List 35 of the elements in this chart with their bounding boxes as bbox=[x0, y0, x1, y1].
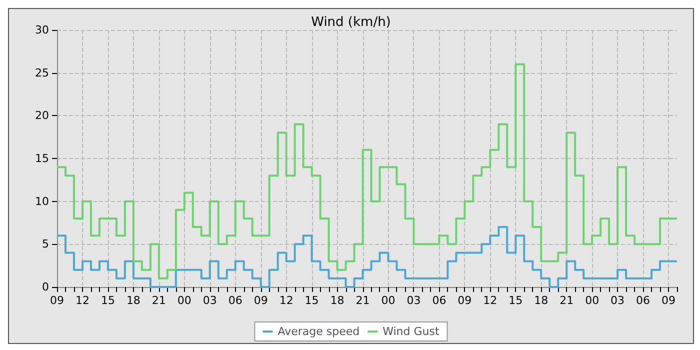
x-tick-label: 21 bbox=[560, 294, 574, 307]
x-tick-label: 18 bbox=[534, 294, 548, 307]
x-tick-label: 21 bbox=[356, 294, 370, 307]
x-tick-label: 15 bbox=[100, 294, 115, 307]
x-tick-label: 12 bbox=[279, 294, 294, 307]
y-tick-label: 10 bbox=[35, 194, 49, 208]
x-tick-label: 00 bbox=[381, 294, 396, 307]
x-tick-label: 12 bbox=[483, 294, 498, 307]
y-tick-label: 5 bbox=[42, 238, 49, 251]
y-tick-label: 0 bbox=[42, 280, 49, 294]
x-tick-label: 03 bbox=[202, 294, 217, 307]
x-tick-label: 15 bbox=[304, 294, 319, 307]
y-tick-label: 25 bbox=[35, 66, 49, 80]
chart-title: Wind (km/h) bbox=[311, 15, 391, 30]
x-tick-label: 09 bbox=[662, 294, 676, 307]
legend-label: Wind Gust bbox=[382, 325, 440, 338]
y-tick-label: 15 bbox=[35, 152, 49, 165]
x-tick-label: 00 bbox=[177, 294, 192, 307]
x-tick-label: 18 bbox=[330, 294, 344, 307]
x-tick-label: 09 bbox=[458, 294, 472, 307]
y-tick-label: 30 bbox=[35, 24, 49, 36]
x-tick-label: 18 bbox=[126, 294, 140, 307]
x-tick-label: 09 bbox=[50, 294, 64, 307]
x-tick-label: 06 bbox=[228, 294, 242, 307]
y-tick-label: 20 bbox=[35, 109, 49, 122]
x-tick-label: 03 bbox=[610, 294, 625, 307]
x-tick-label: 21 bbox=[152, 294, 166, 307]
x-tick-label: 06 bbox=[636, 294, 650, 307]
x-tick-label: 12 bbox=[75, 294, 90, 307]
x-tick-label: 03 bbox=[406, 294, 421, 307]
legend-label: Average speed bbox=[278, 325, 360, 338]
x-tick-label: 15 bbox=[508, 294, 523, 307]
x-tick-label: 00 bbox=[585, 294, 600, 307]
x-tick-label: 09 bbox=[254, 294, 268, 307]
x-tick-label: 06 bbox=[432, 294, 446, 307]
